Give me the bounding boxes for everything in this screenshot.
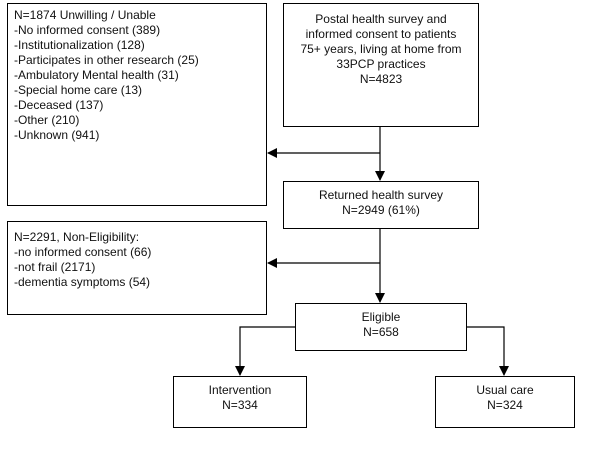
returned-title: Returned health survey	[318, 188, 444, 202]
usual-care-title: Usual care	[476, 383, 534, 397]
noneligible-item-no-consent: -no informed consent (66)	[14, 245, 152, 259]
eligible-count: N=658	[363, 325, 399, 339]
returned-box: Returned health survey N=2949 (61%)	[283, 181, 479, 229]
usual-care-count: N=324	[487, 398, 523, 412]
arrow-eligible-to-usual-care	[467, 326, 509, 376]
excluded-item-deceased: -Deceased (137)	[14, 98, 104, 112]
survey-line-3: 75+ years, living at home from	[300, 42, 462, 56]
excluded-title: N=1874 Unwilling / Unable	[14, 8, 156, 22]
excluded-item-institutionalization: -Institutionalization (128)	[14, 38, 145, 52]
excluded-item-other-research: -Participates in other research (25)	[14, 53, 199, 67]
excluded-item-home-care: -Special home care (13)	[14, 83, 143, 97]
noneligible-box: N=2291, Non-Eligibility: -no informed co…	[7, 221, 267, 315]
survey-count: N=4823	[359, 72, 403, 86]
excluded-item-unknown: -Unknown (941)	[14, 128, 100, 142]
survey-line-4: 33PCP practices	[336, 57, 426, 71]
survey-line-2: informed consent to patients	[305, 27, 457, 41]
excluded-box: N=1874 Unwilling / Unable -No informed c…	[7, 3, 267, 206]
intervention-box: Intervention N=334	[173, 376, 307, 428]
intervention-count: N=334	[222, 398, 258, 412]
eligible-box: Eligible N=658	[295, 303, 467, 351]
noneligible-item-not-frail: -not frail (2171)	[14, 260, 96, 274]
intervention-title: Intervention	[208, 383, 272, 397]
excluded-item-other: -Other (210)	[14, 113, 80, 127]
excluded-item-no-consent: -No informed consent (389)	[14, 23, 161, 37]
arrow-eligible-to-intervention	[235, 326, 295, 376]
usual-care-box: Usual care N=324	[435, 376, 575, 428]
eligible-title: Eligible	[361, 310, 401, 324]
returned-count: N=2949 (61%)	[342, 203, 420, 217]
excluded-item-mental-health: -Ambulatory Mental health (31)	[14, 68, 179, 82]
noneligible-item-dementia: -dementia symptoms (54)	[14, 275, 151, 289]
noneligible-title: N=2291, Non-Eligibility:	[14, 230, 140, 244]
survey-box: Postal health survey and informed consen…	[283, 3, 479, 127]
survey-line-1: Postal health survey and	[315, 12, 447, 26]
